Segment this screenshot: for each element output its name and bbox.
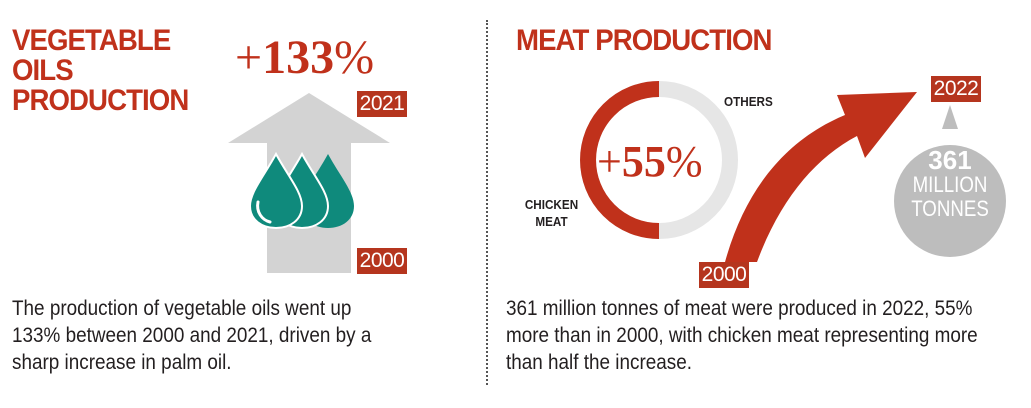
oils-change-unit: % bbox=[334, 31, 375, 84]
meat-title: MEAT PRODUCTION bbox=[516, 24, 772, 57]
oils-title-line3: PRODUCTION bbox=[12, 84, 189, 117]
meat-change-unit: % bbox=[665, 137, 703, 186]
panel-divider bbox=[486, 20, 488, 385]
label-others: OTHERS bbox=[724, 94, 773, 109]
meat-change: +55% bbox=[597, 140, 702, 184]
meat-change-value: 55 bbox=[621, 137, 666, 186]
meat-year-end-badge: 2022 bbox=[931, 76, 981, 102]
oil-drops-icon bbox=[248, 151, 354, 230]
oils-year-start-badge: 2000 bbox=[357, 248, 407, 274]
meat-total: 361 MILLION TONNES bbox=[894, 147, 1006, 221]
meat-total-value: 361 bbox=[928, 145, 972, 175]
oils-title-line1: VEGETABLE bbox=[12, 24, 171, 57]
meat-description: 361 million tonnes of meat were produced… bbox=[506, 297, 978, 374]
growth-arrow-icon bbox=[725, 92, 917, 262]
oils-change-value: 133 bbox=[262, 31, 335, 84]
oils-year-end-badge: 2021 bbox=[357, 91, 407, 117]
label-chicken-meat: CHICKEN MEAT bbox=[520, 196, 583, 230]
oils-change-sign: + bbox=[235, 31, 263, 84]
label-chicken-line1: CHICKEN bbox=[524, 197, 579, 212]
weight-circle-icon bbox=[894, 105, 1006, 257]
oils-title: VEGETABLE OILS PRODUCTION bbox=[12, 26, 196, 116]
meat-year-start-badge: 2000 bbox=[699, 262, 749, 288]
meat-change-sign: + bbox=[597, 137, 622, 186]
oils-change: +133% bbox=[235, 34, 374, 82]
label-chicken-line2: MEAT bbox=[535, 214, 568, 229]
oils-description: The production of vegetable oils went up… bbox=[12, 297, 372, 374]
meat-total-unit1: MILLION bbox=[912, 172, 988, 197]
meat-total-unit2: TONNES bbox=[911, 196, 989, 221]
oils-title-line2: OILS bbox=[12, 54, 74, 87]
oils-panel: VEGETABLE OILS PRODUCTION +133% 2021 200… bbox=[0, 0, 480, 408]
meat-panel: MEAT PRODUCTION +55% OTHERS CHICKEN MEAT… bbox=[490, 0, 1031, 408]
donut-ring-icon bbox=[580, 81, 738, 239]
